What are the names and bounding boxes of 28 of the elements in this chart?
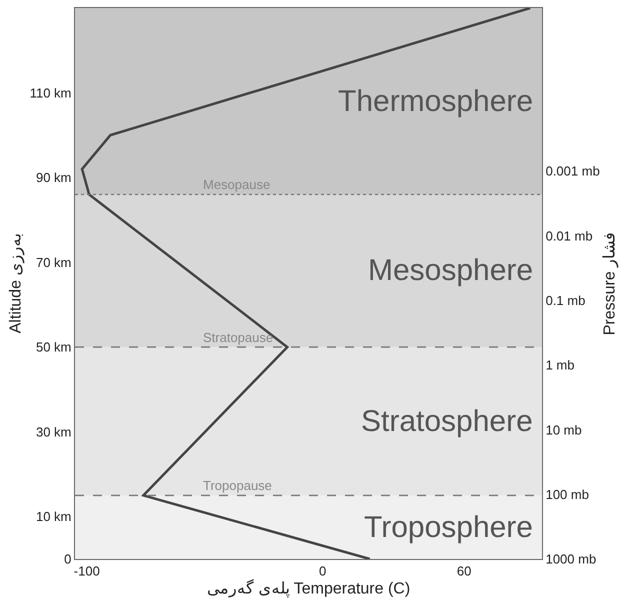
y2-tick-label: 0.1 mb <box>546 292 586 308</box>
y2-tick-label: 10 mb <box>546 422 582 438</box>
y2-tick-label: 100 mb <box>546 486 589 502</box>
y-tick-label: 30 km <box>36 424 72 440</box>
ref-line-label: Mesopause <box>203 177 270 192</box>
y2-tick-label: 1000 mb <box>546 552 596 567</box>
x-tick-label: -100 <box>74 564 100 579</box>
y-tick-label: 70 km <box>36 254 72 270</box>
y2-tick-label: 0.001 mb <box>546 164 600 179</box>
y2-tick-label: 1 mb <box>546 358 575 373</box>
y-axis-title: Altitude بەرزی <box>8 234 25 334</box>
ref-line-label: Tropopause <box>203 478 272 493</box>
y-tick-label: 90 km <box>36 170 72 186</box>
x-tick-label: 60 <box>456 564 472 579</box>
band-label: Stratosphere <box>361 405 533 438</box>
x-tick-label: 0 <box>319 564 326 579</box>
band-label: Troposphere <box>364 511 533 544</box>
band-label: Thermosphere <box>338 85 534 118</box>
y-tick-label: 110 km <box>30 85 72 100</box>
y-tick-label: 0 <box>64 552 72 567</box>
x-axis-title: پلەی گەرمی Temperature (C) <box>206 578 410 598</box>
y2-axis-title: Pressure فشار <box>602 232 619 336</box>
y-tick-label: 10 km <box>36 509 72 524</box>
line-series <box>80 8 532 559</box>
y-tick-label: 50 km <box>36 340 72 355</box>
ref-line-label: Stratopause <box>203 330 274 345</box>
y2-tick-label: 0.01 mb <box>546 228 593 244</box>
band-label: Mesosphere <box>368 254 534 287</box>
